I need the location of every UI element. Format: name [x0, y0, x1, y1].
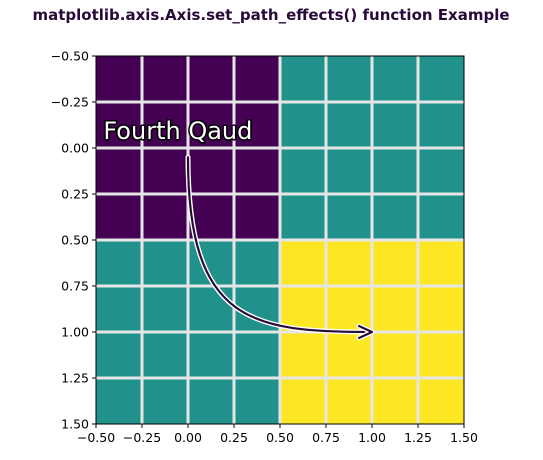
annotation: Fourth Qaud — [102, 115, 375, 341]
x-tick-label: 1.50 — [450, 430, 478, 445]
y-tick-label: 0.75 — [61, 279, 89, 294]
y-axis: −0.50 −0.25 0.00 0.25 0.50 0.75 1.00 1.25 1.50 — [51, 49, 96, 432]
x-tick-label: 1.00 — [358, 430, 386, 445]
annotation-arrow — [186, 156, 374, 334]
chart-title: matplotlib.axis.Axis.set_path_effects() … — [32, 6, 509, 24]
y-tick-label: −0.50 — [51, 49, 89, 64]
hatch-overlay — [96, 56, 464, 424]
x-tick-label: −0.50 — [77, 430, 115, 445]
x-tick-label: 0.75 — [312, 430, 340, 445]
y-tick-label: 0.50 — [61, 233, 89, 248]
x-tick-label: 1.25 — [404, 430, 432, 445]
y-tick-label: 0.25 — [61, 187, 89, 202]
x-tick-label: 0.50 — [266, 430, 294, 445]
y-tick-label: 1.50 — [61, 417, 89, 432]
y-tick-label: 0.00 — [61, 141, 89, 156]
y-tick-label: 1.00 — [61, 325, 89, 340]
x-tick-label: 0.00 — [174, 430, 202, 445]
x-tick-label: −0.25 — [123, 430, 161, 445]
x-tick-label: 0.25 — [220, 430, 248, 445]
y-tick-label: 1.25 — [61, 371, 89, 386]
x-axis: −0.50 −0.25 0.00 0.25 0.50 0.75 1.00 1.25 1.50 — [77, 424, 478, 445]
annotation-label: Fourth Qaud — [103, 117, 252, 145]
y-tick-label: −0.25 — [51, 95, 89, 110]
annotation-arrowhead — [357, 324, 374, 340]
